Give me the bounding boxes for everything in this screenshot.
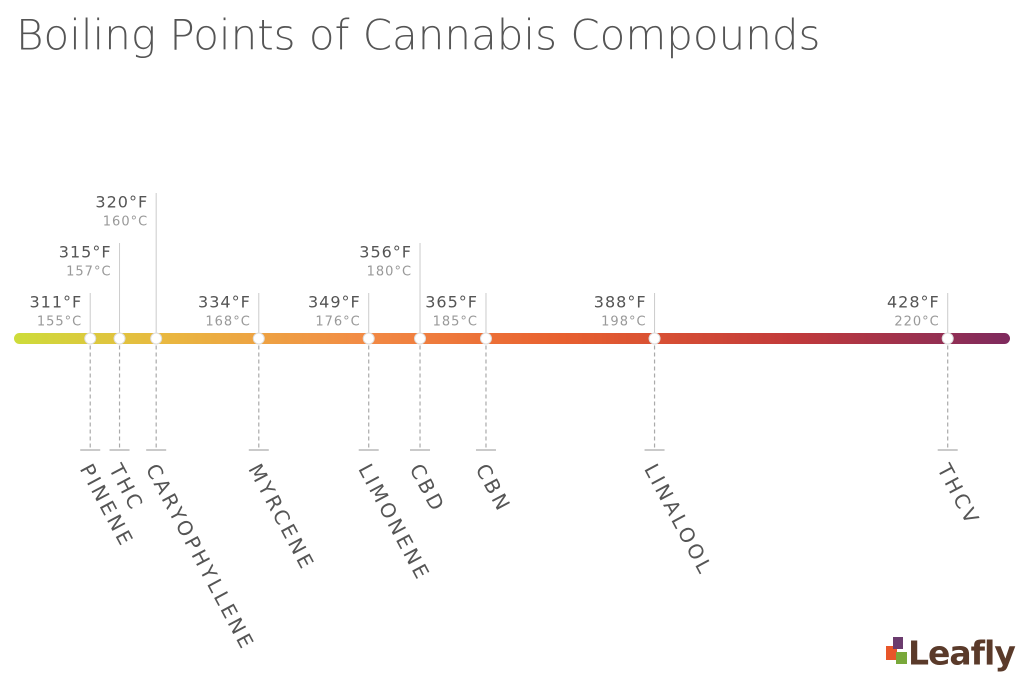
point	[84, 332, 97, 345]
compound-name: MYRCENE	[244, 460, 320, 575]
celsius-label: 185°C	[433, 315, 478, 330]
compound-name: CARYOPHYLLENE	[141, 460, 260, 655]
fahrenheit-label: 334°F	[198, 293, 251, 312]
fahrenheit-label: 428°F	[887, 293, 940, 312]
logo-text: Leafly	[908, 634, 1015, 673]
celsius-label: 155°C	[37, 315, 82, 330]
point	[941, 332, 954, 345]
celsius-label: 220°C	[894, 315, 939, 330]
fahrenheit-label: 356°F	[359, 243, 412, 262]
point	[479, 332, 492, 345]
celsius-label: 180°C	[367, 265, 412, 280]
chart-title: Boiling Points of Cannabis Compounds	[16, 11, 820, 60]
logo-square	[896, 652, 907, 664]
logo-square	[893, 637, 903, 649]
fahrenheit-label: 320°F	[95, 193, 148, 212]
compound-name: CBN	[471, 460, 516, 517]
temperature-bar	[14, 333, 1010, 344]
point	[150, 332, 163, 345]
celsius-label: 168°C	[205, 315, 250, 330]
fahrenheit-label: 349°F	[308, 293, 361, 312]
point	[362, 332, 375, 345]
point	[252, 332, 265, 345]
celsius-label: 176°C	[315, 315, 360, 330]
fahrenheit-label: 365°F	[425, 293, 478, 312]
celsius-label: 157°C	[66, 265, 111, 280]
logo-square	[886, 646, 897, 660]
logo: Leafly	[886, 634, 1016, 673]
point	[648, 332, 661, 345]
compound-name: THCV	[932, 459, 985, 530]
celsius-label: 198°C	[601, 315, 646, 330]
fahrenheit-label: 315°F	[59, 243, 112, 262]
celsius-label: 160°C	[103, 215, 148, 230]
point	[414, 332, 427, 345]
compound-name: LINALOOL	[639, 460, 718, 580]
compound-name: CBD	[405, 460, 451, 517]
fahrenheit-label: 311°F	[29, 293, 82, 312]
fahrenheit-label: 388°F	[594, 293, 647, 312]
point	[113, 332, 126, 345]
